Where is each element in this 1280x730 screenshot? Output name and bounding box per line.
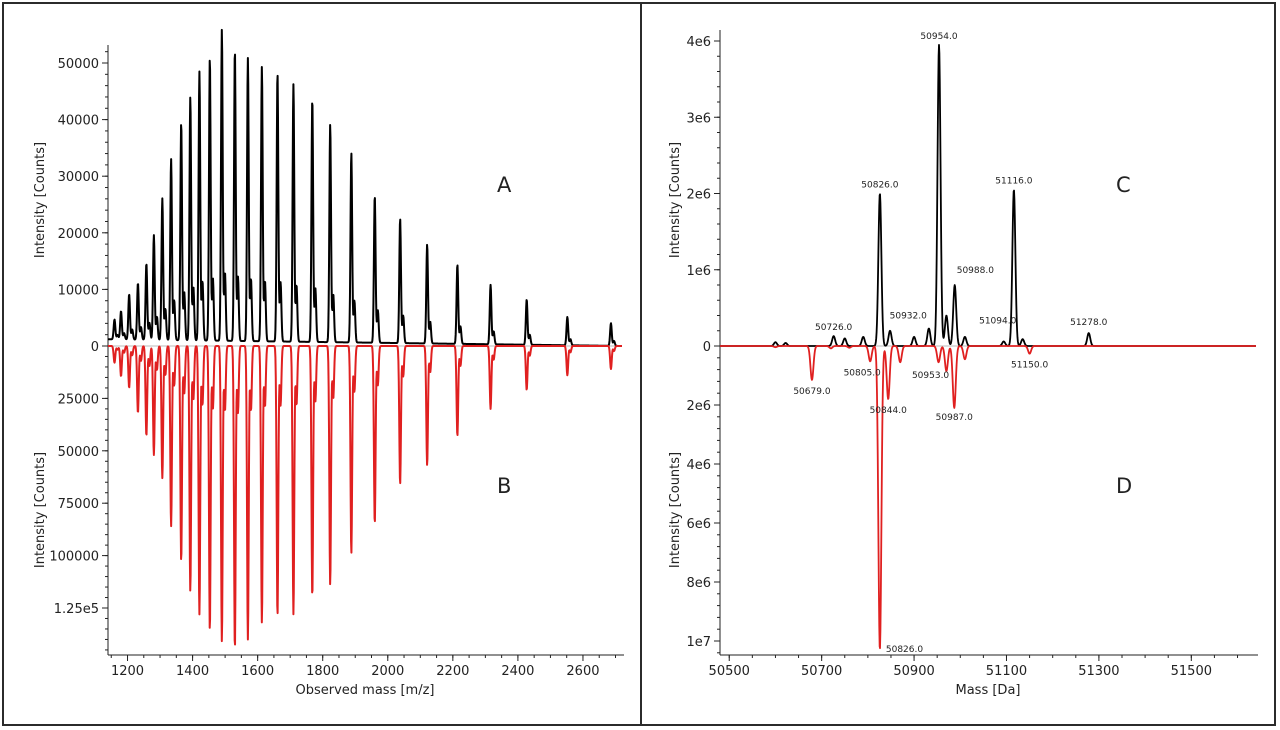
- right-y-bottom-tick-label: 8e6: [686, 576, 711, 591]
- left-y-bottom-tick-label: 75000: [58, 497, 99, 512]
- left-x-axis-title: Observed mass [m/z]: [296, 683, 435, 698]
- right-y-top-tick-label: 3e6: [686, 111, 711, 126]
- right-x-tick-label: 51300: [1078, 664, 1119, 679]
- left-series-b-trace: [107, 345, 623, 646]
- right-peak-label: 50826.0: [861, 181, 898, 191]
- right-series-d-trace: [719, 345, 1257, 650]
- right-peak-label: 50844.0: [870, 406, 907, 416]
- right-x-tick-label: 50700: [801, 664, 842, 679]
- left-y-top-tick-label: 30000: [58, 170, 99, 185]
- right-x-tick-label: 50900: [893, 664, 934, 679]
- left-x-tick-label: 1800: [306, 664, 339, 679]
- right-peak-label: 50954.0: [920, 32, 957, 42]
- right-y-bottom-tick-label: 4e6: [686, 458, 711, 473]
- right-peak-label: 51094.0: [979, 316, 1016, 326]
- right-peak-label: 50987.0: [936, 413, 973, 423]
- right-x-tick-label: 51100: [986, 664, 1027, 679]
- left-y-top-tick-label: 40000: [58, 114, 99, 129]
- panel-label-d: D: [1116, 474, 1132, 498]
- left-y-bottom-tick-label: 100000: [49, 550, 99, 565]
- right-peak-label: 50988.0: [957, 266, 994, 276]
- right-y-axis-title-top: Intensity [Counts]: [668, 142, 683, 258]
- right-peak-label: 50932.0: [890, 311, 927, 321]
- left-x-tick-label: 2400: [501, 664, 534, 679]
- right-y-top-tick-label: 1e6: [686, 264, 711, 279]
- left-y-bottom-tick-label: 1.25e5: [54, 602, 99, 617]
- left-y-axis-title-bottom: Intensity [Counts]: [33, 452, 48, 568]
- right-peak-label: 51116.0: [995, 177, 1032, 187]
- right-x-tick-label: 51500: [1171, 664, 1212, 679]
- right-peak-label: 50953.0: [912, 371, 949, 381]
- right-peak-label: 50679.0: [793, 387, 830, 397]
- right-x-axis-title: Mass [Da]: [956, 683, 1021, 698]
- left-y-axis-title-top: Intensity [Counts]: [33, 142, 48, 258]
- left-series-a-trace: [107, 28, 623, 347]
- panel-divider: [640, 2, 642, 726]
- left-y-bottom-tick-label: 25000: [58, 392, 99, 407]
- right-y-top-tick-label: 0: [703, 340, 711, 355]
- left-x-tick-label: 2600: [566, 664, 599, 679]
- left-x-tick-label: 1400: [176, 664, 209, 679]
- left-y-top-tick-label: 50000: [58, 57, 99, 72]
- panel-label-b: B: [497, 474, 511, 498]
- right-peak-label: 50805.0: [844, 368, 881, 378]
- right-y-top-tick-label: 2e6: [686, 188, 711, 203]
- left-x-tick-label: 2200: [436, 664, 469, 679]
- left-y-top-tick-label: 10000: [58, 283, 99, 298]
- right-y-bottom-tick-label: 6e6: [686, 517, 711, 532]
- right-peak-label: 51278.0: [1070, 318, 1107, 328]
- right-y-axis-title-bottom: Intensity [Counts]: [668, 452, 683, 568]
- right-x-tick-label: 50500: [709, 664, 750, 679]
- left-y-top-tick-label: 20000: [58, 227, 99, 242]
- right-peak-label: 50826.0: [886, 645, 923, 655]
- right-series-c-trace: [719, 43, 1257, 347]
- panel-label-c: C: [1116, 173, 1131, 197]
- left-x-tick-label: 2000: [371, 664, 404, 679]
- right-y-bottom-tick-label: 1e7: [686, 635, 711, 650]
- left-x-tick-label: 1600: [241, 664, 274, 679]
- right-y-bottom-tick-label: 2e6: [686, 399, 711, 414]
- left-y-bottom-tick-label: 50000: [58, 445, 99, 460]
- panel-label-a: A: [497, 173, 512, 197]
- right-peak-label: 50726.0: [815, 323, 852, 333]
- right-y-top-tick-label: 4e6: [686, 35, 711, 50]
- left-x-tick-label: 1200: [111, 664, 144, 679]
- left-y-top-tick-label: 0: [91, 340, 99, 355]
- right-peak-label: 51150.0: [1011, 361, 1048, 371]
